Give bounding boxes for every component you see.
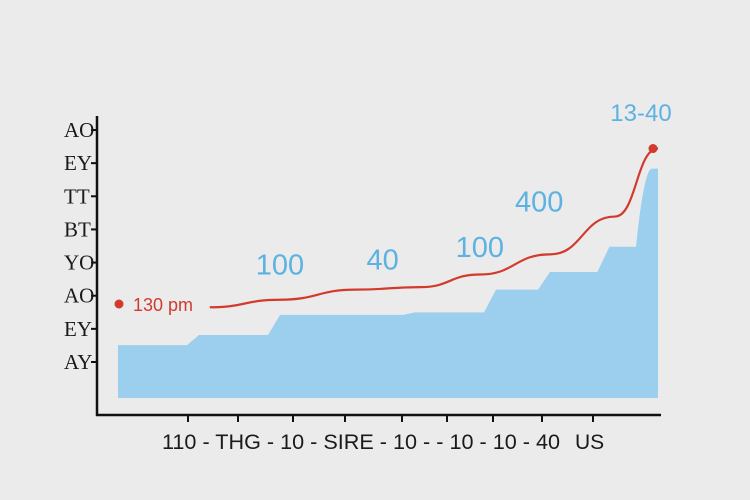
y-tick-label: AO <box>64 118 94 142</box>
data-label: 100 <box>256 250 304 282</box>
y-tick-label: TT <box>64 184 90 208</box>
x-tick-label: 110 - THG - 10 - SIRE - 10 - - 10 - 10 -… <box>162 431 560 454</box>
y-tick-label: EY <box>64 151 92 175</box>
x-tick-label: US <box>575 431 604 454</box>
area-series <box>118 168 658 398</box>
axes <box>95 116 661 417</box>
y-tick-label: YO <box>64 251 94 275</box>
line-series: 130 pm <box>114 144 659 315</box>
y-tick-label: BT <box>64 217 91 241</box>
y-tick-label: AO <box>64 284 94 308</box>
line-end-point <box>648 144 658 154</box>
line-start-label: 130 pm <box>133 295 193 315</box>
data-label: 400 <box>515 187 563 219</box>
data-labels: 100 40 100 400 13-40 <box>256 100 672 282</box>
y-tick-label: AY <box>64 350 92 374</box>
x-axis-ticks: 110 - THG - 10 - SIRE - 10 - - 10 - 10 -… <box>162 415 604 454</box>
data-label: 40 <box>366 244 398 276</box>
y-axis-ticks: AY EY AO YO BT TT EY AO <box>64 118 97 374</box>
area-fill <box>118 168 658 398</box>
data-label: 100 <box>456 232 504 264</box>
line-series-path <box>209 147 659 309</box>
y-tick-label: EY <box>64 317 92 341</box>
data-label: 13-40 <box>610 100 671 127</box>
line-start-point <box>114 299 124 309</box>
